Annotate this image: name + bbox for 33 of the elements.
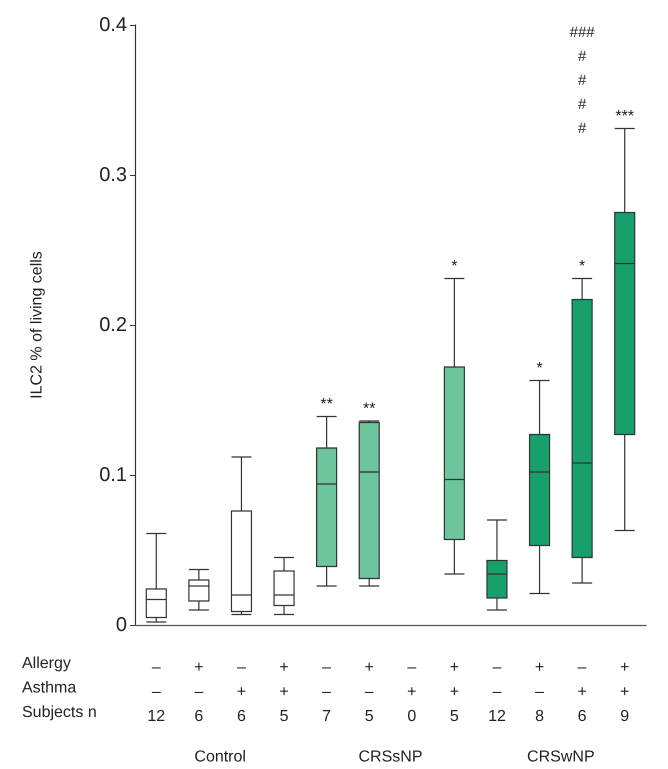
x-tick-label: – – 12	[488, 658, 506, 725]
x-tick-label: + – 6	[194, 658, 204, 725]
x-tick-label: – – 7	[322, 658, 332, 725]
annotation: #	[578, 72, 587, 89]
text: CRSwNP	[527, 748, 595, 766]
text: *	[536, 360, 543, 377]
y-tick-label: 0.4	[99, 14, 127, 36]
annotation: #	[578, 48, 587, 65]
text: **	[320, 396, 333, 413]
x-tick-label: – + 0	[407, 658, 416, 725]
text: **	[362, 400, 376, 418]
x-tick-label: + + 9	[620, 658, 630, 725]
y-axis-title: ILC2 % of living cells	[28, 251, 46, 399]
annotation: #	[578, 96, 587, 113]
x-tick-label: – + 6	[236, 658, 246, 725]
y-tick-label: 0	[116, 614, 127, 636]
annotation: #	[578, 120, 587, 137]
text: ***	[615, 108, 634, 125]
text: CRSsNP	[358, 748, 423, 766]
y-tick-label: 0.3	[99, 164, 127, 186]
text: Control	[194, 748, 246, 766]
x-tick-label: – + 6	[577, 658, 587, 725]
y-tick-label: 0.1	[99, 464, 127, 486]
annotation: ###	[570, 24, 596, 41]
x-tick-label: + – 5	[364, 658, 374, 725]
text: *	[579, 258, 586, 275]
y-tick-label: 0.2	[99, 314, 127, 336]
x-tick-label: + + 5	[279, 658, 289, 725]
text: Allergy Asthma Subjects n	[22, 654, 97, 721]
x-tick-label: + – 8	[534, 658, 544, 725]
text: *	[451, 258, 458, 275]
x-tick-label: + + 5	[450, 658, 460, 725]
x-tick-label: – – 12	[147, 658, 166, 725]
